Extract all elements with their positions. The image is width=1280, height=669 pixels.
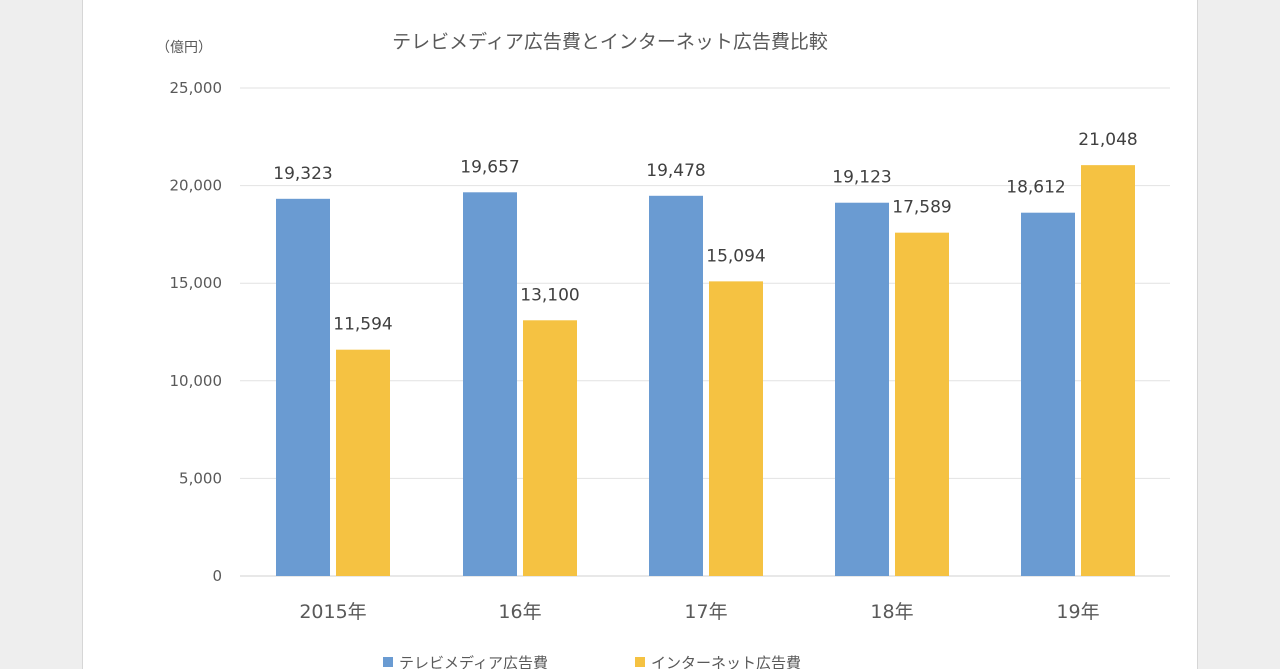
x-tick-label: 16年 [498, 601, 541, 623]
tv-bar-0 [276, 198, 330, 576]
internet-bar-4 [1081, 165, 1135, 576]
y-tick-label: 5,000 [179, 469, 222, 487]
legend-swatch-tv [383, 657, 393, 667]
data-labels: 19,323 11,594 19,657 13,100 19,478 15,094 19,1… [273, 130, 1137, 335]
y-tick-label: 10,000 [170, 372, 223, 390]
tv-bar-2 [649, 195, 703, 577]
tv-bar-1 [463, 192, 517, 577]
internet-value-label-3: 17,589 [892, 198, 951, 218]
y-tick-label: 25,000 [170, 79, 223, 97]
internet-value-label-1: 13,100 [520, 285, 579, 305]
internet-value-label-2: 15,094 [706, 246, 765, 266]
internet-bar-2 [709, 281, 763, 576]
y-unit-label: （億円） [156, 40, 212, 56]
tv-value-label-4: 18,612 [1006, 178, 1065, 198]
chart-panel [82, 0, 1198, 669]
y-tick-label: 0 [212, 567, 222, 585]
x-tick-label: 2015年 [299, 601, 366, 623]
internet-value-label-0: 11,594 [333, 315, 392, 335]
legend-label-internet: インターネット広告費 [651, 654, 801, 669]
tv-value-label-0: 19,323 [273, 164, 332, 184]
x-tick-label: 18年 [870, 601, 913, 623]
y-tick-label: 15,000 [170, 274, 223, 292]
tv-value-label-3: 19,123 [832, 168, 891, 188]
chart-title: テレビメディア広告費とインターネット広告費比較 [392, 31, 828, 53]
internet-bar-1 [523, 320, 577, 576]
legend-swatch-internet [635, 657, 645, 667]
y-axis-ticks: 0 5,000 10,000 15,000 20,000 25,000 [170, 79, 223, 585]
tv-bar-3 [835, 202, 889, 576]
gridlines [240, 87, 1170, 577]
tv-value-label-1: 19,657 [460, 157, 519, 177]
legend-label-tv: テレビメディア広告費 [399, 654, 548, 669]
x-tick-label: 17年 [684, 601, 727, 623]
internet-bar-3 [895, 232, 949, 576]
bars [276, 165, 1135, 577]
legend: テレビメディア広告費 インターネット広告費 [383, 654, 801, 669]
tv-bar-4 [1021, 212, 1075, 576]
internet-bar-0 [336, 349, 390, 576]
x-axis-ticks: 2015年 16年 17年 18年 19年 [299, 601, 1099, 623]
x-tick-label: 19年 [1056, 601, 1099, 623]
y-tick-label: 20,000 [170, 177, 223, 195]
tv-value-label-2: 19,478 [646, 161, 705, 181]
internet-value-label-4: 21,048 [1078, 130, 1137, 150]
